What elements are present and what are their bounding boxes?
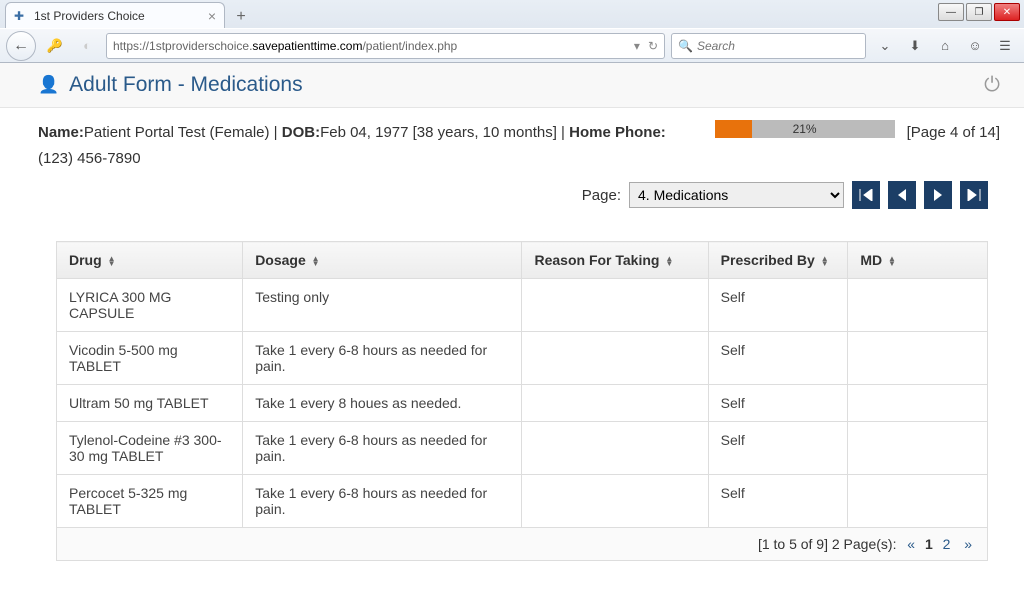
close-window-button[interactable]: ✕: [994, 3, 1020, 21]
progress-bar: 21%: [715, 120, 895, 138]
table-row: Tylenol-Codeine #3 300-30 mg TABLETTake …: [57, 422, 988, 475]
table-row: LYRICA 300 MG CAPSULETesting only Self: [57, 279, 988, 332]
cell-drug: LYRICA 300 MG CAPSULE: [57, 279, 243, 332]
cell-md: [848, 279, 988, 332]
dropdown-icon[interactable]: ▾: [634, 39, 640, 53]
patient-info-text: Name:Patient Portal Test (Female) | DOB:…: [38, 120, 678, 171]
sort-icon: ▲▼: [108, 256, 116, 266]
page-indicator: [Page 4 of 14]: [907, 120, 1000, 146]
last-page-button[interactable]: [960, 181, 988, 209]
cell-drug: Percocet 5-325 mg TABLET: [57, 475, 243, 528]
url-text: https://1stproviderschoice.savepatientti…: [113, 39, 630, 53]
cell-md: [848, 475, 988, 528]
chat-icon[interactable]: ☺: [962, 33, 988, 59]
sort-icon: ▲▼: [888, 256, 896, 266]
cell-reason: [522, 385, 708, 422]
pager-page-2[interactable]: 2: [940, 536, 954, 552]
menu-icon[interactable]: ☰: [992, 33, 1018, 59]
table-row: Vicodin 5-500 mg TABLETTake 1 every 6-8 …: [57, 332, 988, 385]
cell-dosage: Take 1 every 8 houes as needed.: [243, 385, 522, 422]
cell-prescribed: Self: [708, 422, 848, 475]
user-icon: 👤: [38, 75, 59, 95]
cell-md: [848, 422, 988, 475]
favicon-icon: ✚: [14, 9, 28, 23]
downloads-icon[interactable]: ⬇: [902, 33, 928, 59]
cell-dosage: Take 1 every 6-8 hours as needed for pai…: [243, 332, 522, 385]
tab-title: 1st Providers Choice: [34, 9, 145, 23]
sort-icon: ▲▼: [821, 256, 829, 266]
cell-reason: [522, 332, 708, 385]
cell-dosage: Testing only: [243, 279, 522, 332]
fxaccounts-icon[interactable]: 🔑: [42, 33, 68, 59]
url-bar[interactable]: https://1stproviderschoice.savepatientti…: [106, 33, 665, 59]
cell-drug: Vicodin 5-500 mg TABLET: [57, 332, 243, 385]
minimize-button[interactable]: —: [938, 3, 964, 21]
page-title: Adult Form - Medications: [69, 73, 302, 97]
pocket-icon[interactable]: ⌄: [872, 33, 898, 59]
cell-drug: Tylenol-Codeine #3 300-30 mg TABLET: [57, 422, 243, 475]
maximize-button[interactable]: ❐: [966, 3, 992, 21]
cell-drug: Ultram 50 mg TABLET: [57, 385, 243, 422]
prev-page-button[interactable]: [888, 181, 916, 209]
table-row: Percocet 5-325 mg TABLETTake 1 every 6-8…: [57, 475, 988, 528]
new-tab-button[interactable]: +: [229, 6, 253, 28]
home-icon[interactable]: ⌂: [932, 33, 958, 59]
cell-md: [848, 332, 988, 385]
pager-next[interactable]: »: [961, 536, 975, 552]
power-icon[interactable]: ⏻: [984, 74, 1000, 97]
column-header[interactable]: Prescribed By ▲▼: [708, 242, 848, 279]
search-icon: 🔍: [678, 39, 693, 53]
pager-prev[interactable]: «: [904, 536, 918, 552]
search-input[interactable]: [697, 39, 859, 53]
cell-md: [848, 385, 988, 422]
identity-icon: ◐: [74, 33, 100, 59]
cell-dosage: Take 1 every 6-8 hours as needed for pai…: [243, 475, 522, 528]
page-select[interactable]: 4. Medications: [629, 182, 844, 208]
table-row: Ultram 50 mg TABLETTake 1 every 8 houes …: [57, 385, 988, 422]
cell-prescribed: Self: [708, 385, 848, 422]
table-footer: [1 to 5 of 9] 2 Page(s): « 1 2 »: [56, 528, 988, 561]
cell-prescribed: Self: [708, 332, 848, 385]
first-page-button[interactable]: [852, 181, 880, 209]
pager-current: 1: [922, 536, 936, 552]
progress-label: 21%: [715, 120, 895, 138]
cell-prescribed: Self: [708, 475, 848, 528]
search-bar[interactable]: 🔍: [671, 33, 866, 59]
browser-tab[interactable]: ✚ 1st Providers Choice ×: [5, 2, 225, 28]
next-page-button[interactable]: [924, 181, 952, 209]
cell-reason: [522, 279, 708, 332]
page-nav-label: Page:: [582, 187, 621, 204]
close-tab-icon[interactable]: ×: [208, 8, 216, 24]
column-header[interactable]: Dosage ▲▼: [243, 242, 522, 279]
back-button[interactable]: ←: [6, 31, 36, 61]
sort-icon: ▲▼: [665, 256, 673, 266]
medications-table: Drug ▲▼Dosage ▲▼Reason For Taking ▲▼Pres…: [56, 241, 988, 528]
column-header[interactable]: Drug ▲▼: [57, 242, 243, 279]
reload-icon[interactable]: ↻: [648, 39, 658, 53]
column-header[interactable]: Reason For Taking ▲▼: [522, 242, 708, 279]
cell-reason: [522, 475, 708, 528]
cell-reason: [522, 422, 708, 475]
cell-dosage: Take 1 every 6-8 hours as needed for pai…: [243, 422, 522, 475]
cell-prescribed: Self: [708, 279, 848, 332]
sort-icon: ▲▼: [312, 256, 320, 266]
column-header[interactable]: MD ▲▼: [848, 242, 988, 279]
